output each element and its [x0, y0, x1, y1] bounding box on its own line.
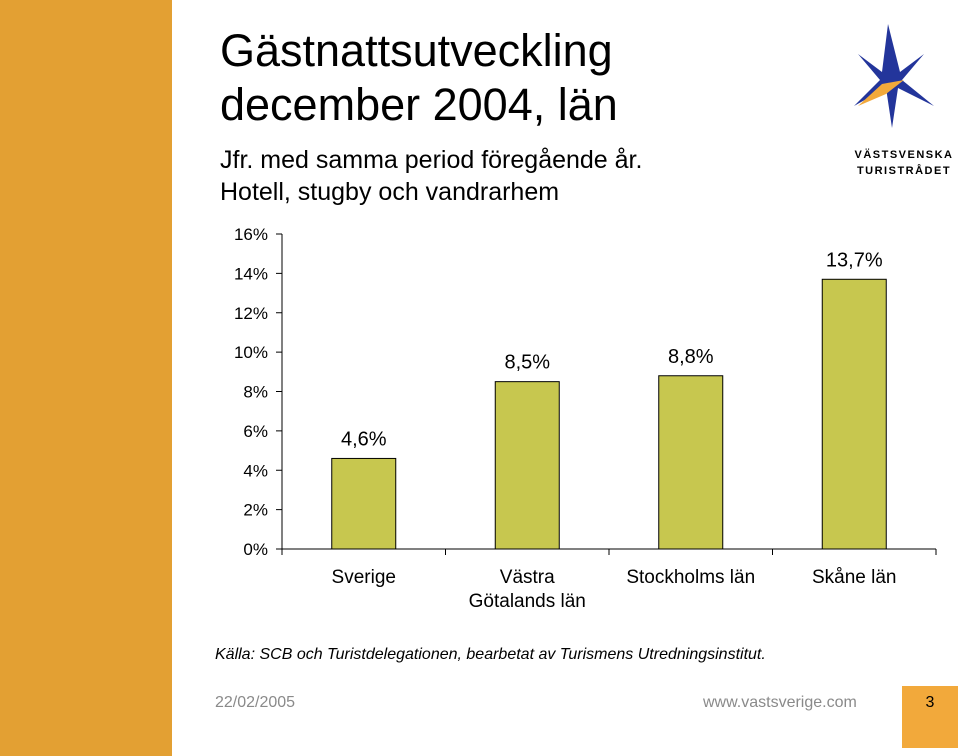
chart-labels: 4,6% Sverige 8,5% Västra Götalands län 8,8% St… [332, 249, 897, 612]
category-label: Stockholms län [626, 567, 755, 588]
footer-url: www.vastsverige.com [703, 694, 857, 711]
y-tick-label: 8% [243, 383, 268, 402]
data-label: 4,6% [341, 428, 387, 450]
y-tick-label: 0% [243, 540, 268, 559]
title-line-1: Gästnattsutveckling [220, 25, 613, 76]
chart-bars [331, 278, 887, 550]
logo-text-line-1: VÄSTSVENSKA [854, 148, 953, 161]
footer-date: 22/02/2005 [215, 694, 296, 711]
bar-chart: 0% 2% 4% 6% 8% 10% 12% 14% 16% 4,6% Sverige 8,5% Vä… [234, 225, 937, 612]
category-label: Skåne län [812, 567, 897, 588]
subtitle-line-1: Jfr. med samma period föregående år. [220, 146, 643, 174]
y-tick-label: 12% [234, 304, 268, 323]
category-label: Västra [500, 567, 555, 588]
subtitle-line-2: Hotell, stugby och vandrarhem [220, 178, 560, 206]
page-title: Gästnattsutveckling december 2004, län [220, 24, 820, 132]
bar [331, 457, 397, 550]
y-tick-label: 16% [234, 225, 268, 244]
title-line-2: december 2004, län [220, 79, 618, 130]
y-tick-label: 6% [243, 422, 268, 441]
vastsvenska-turistradet-logo: VÄSTSVENSKA TURISTRÅDET [854, 24, 953, 177]
category-label: Sverige [332, 567, 396, 588]
category-label: Götalands län [469, 591, 586, 612]
star-icon [854, 24, 934, 128]
page-number-box: 3 [902, 686, 958, 748]
y-tick-label: 14% [234, 264, 268, 283]
y-tick-label: 10% [234, 343, 268, 362]
page-number: 3 [925, 694, 935, 711]
data-label: 13,7% [826, 249, 883, 271]
logo-text-line-2: TURISTRÅDET [857, 164, 951, 177]
data-label: 8,5% [504, 352, 550, 374]
data-label: 8,8% [668, 346, 714, 368]
bar [494, 381, 560, 550]
bar [821, 278, 887, 550]
source-note: Källa: SCB och Turistdelegationen, bearb… [215, 646, 766, 663]
y-tick-label: 4% [243, 461, 268, 480]
bar [658, 375, 724, 550]
left-accent-bar [0, 0, 172, 756]
y-tick-label: 2% [243, 501, 268, 520]
